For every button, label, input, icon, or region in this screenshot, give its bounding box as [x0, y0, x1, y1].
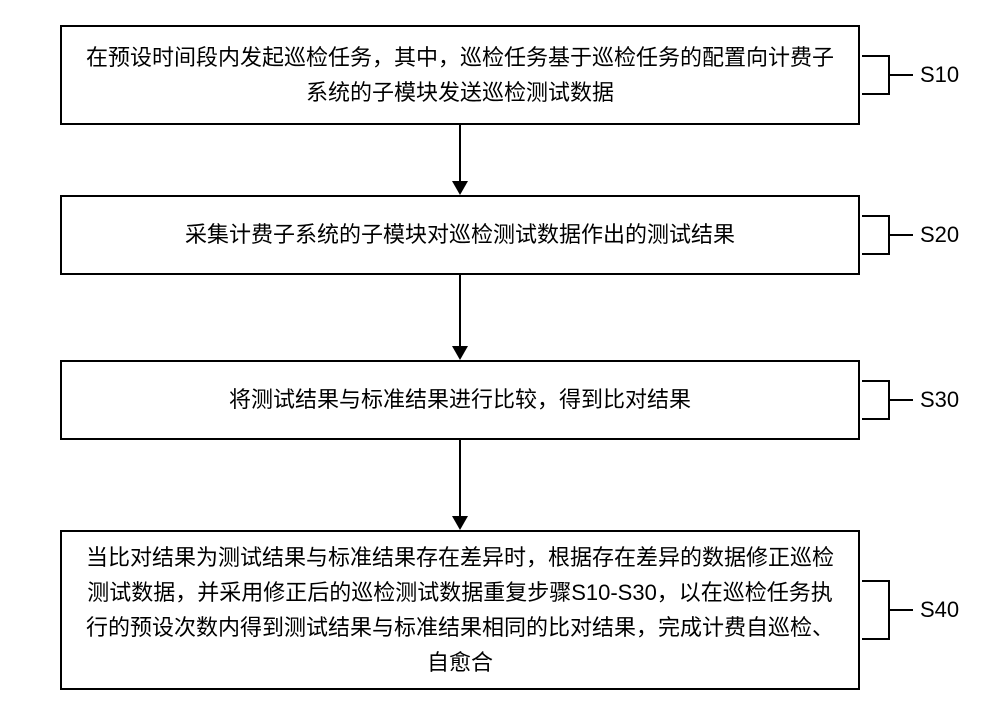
arrow-line-2 [459, 275, 461, 346]
step-text-s30: 将测试结果与标准结果进行比较，得到比对结果 [229, 382, 691, 417]
step-text-s10: 在预设时间段内发起巡检任务，其中，巡检任务基于巡检任务的配置向计费子系统的子模块… [82, 40, 838, 110]
step-box-s20: 采集计费子系统的子模块对巡检测试数据作出的测试结果 [60, 195, 860, 275]
step-box-s10: 在预设时间段内发起巡检任务，其中，巡检任务基于巡检任务的配置向计费子系统的子模块… [60, 25, 860, 125]
step-box-s30: 将测试结果与标准结果进行比较，得到比对结果 [60, 360, 860, 440]
arrow-head-3 [452, 516, 468, 530]
arrow-head-2 [452, 346, 468, 360]
bracket-line-s30 [888, 399, 913, 401]
bracket-s20 [862, 215, 890, 255]
step-label-s20: S20 [920, 222, 959, 248]
arrow-head-1 [452, 181, 468, 195]
flowchart-container: 在预设时间段内发起巡检任务，其中，巡检任务基于巡检任务的配置向计费子系统的子模块… [0, 0, 1000, 717]
arrow-line-3 [459, 440, 461, 516]
bracket-line-s40 [888, 609, 913, 611]
step-text-s40: 当比对结果为测试结果与标准结果存在差异时，根据存在差异的数据修正巡检测试数据，并… [82, 540, 838, 681]
step-label-s30: S30 [920, 387, 959, 413]
step-label-s40: S40 [920, 597, 959, 623]
bracket-s10 [862, 55, 890, 95]
step-box-s40: 当比对结果为测试结果与标准结果存在差异时，根据存在差异的数据修正巡检测试数据，并… [60, 530, 860, 690]
step-text-s20: 采集计费子系统的子模块对巡检测试数据作出的测试结果 [185, 217, 735, 252]
arrow-line-1 [459, 125, 461, 181]
bracket-line-s10 [888, 74, 913, 76]
bracket-line-s20 [888, 234, 913, 236]
bracket-s40 [862, 580, 890, 640]
bracket-s30 [862, 380, 890, 420]
step-label-s10: S10 [920, 62, 959, 88]
